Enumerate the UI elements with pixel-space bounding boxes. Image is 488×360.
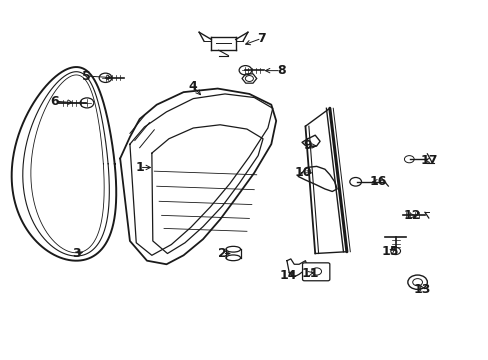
Text: 7: 7 [257, 32, 265, 45]
Text: 10: 10 [294, 166, 311, 179]
Text: 17: 17 [420, 154, 438, 167]
Text: 5: 5 [81, 69, 90, 82]
Text: 3: 3 [72, 247, 81, 260]
Text: 6: 6 [50, 95, 59, 108]
Text: 8: 8 [276, 64, 285, 77]
Text: 1: 1 [135, 161, 144, 174]
Text: 11: 11 [301, 267, 319, 280]
Text: 16: 16 [369, 175, 386, 188]
Ellipse shape [225, 246, 240, 252]
Text: 13: 13 [413, 283, 430, 296]
Ellipse shape [225, 255, 240, 261]
Text: 2: 2 [218, 247, 226, 260]
FancyBboxPatch shape [302, 263, 329, 281]
Text: 9: 9 [303, 139, 311, 152]
Text: 12: 12 [403, 210, 421, 222]
Text: 4: 4 [188, 80, 197, 93]
Text: 15: 15 [381, 245, 399, 258]
Text: 14: 14 [279, 269, 297, 282]
